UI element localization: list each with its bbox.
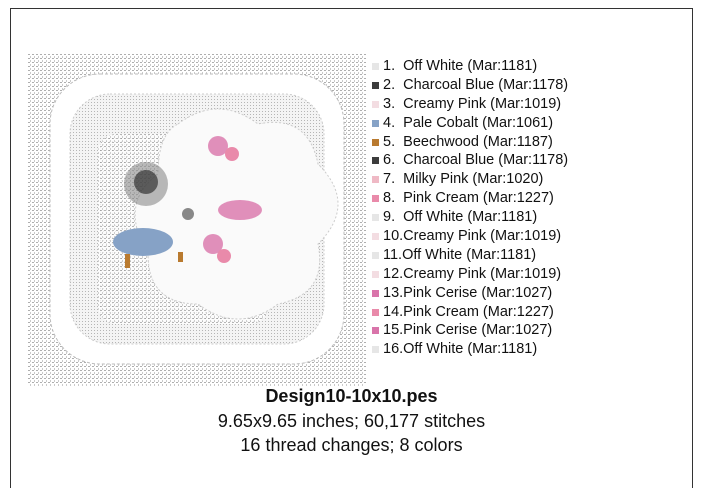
thread-swatch: [372, 138, 379, 146]
thread-swatch: [372, 214, 379, 222]
thread-label: 7. Milky Pink (Mar:1020): [383, 171, 544, 188]
thread-label: 13.Pink Cerise (Mar:1027): [383, 284, 553, 301]
thread-item: 1. Off White (Mar:1181): [372, 57, 568, 76]
thread-item: 14.Pink Cream (Mar:1227): [372, 303, 568, 322]
thread-swatch: [372, 176, 379, 184]
thread-label: 10.Creamy Pink (Mar:1019): [383, 228, 562, 245]
thread-swatch: [372, 346, 379, 354]
thread-label: 14.Pink Cream (Mar:1227): [383, 303, 554, 320]
thread-label: 8. Pink Cream (Mar:1227): [383, 190, 554, 207]
thread-item: 10.Creamy Pink (Mar:1019): [372, 227, 568, 246]
thread-swatch: [372, 327, 379, 335]
thread-swatch: [372, 308, 379, 316]
design-preview: [28, 54, 366, 386]
thread-item: 5. Beechwood (Mar:1187): [372, 133, 568, 152]
thread-item: 16.Off White (Mar:1181): [372, 340, 568, 359]
thread-swatch: [372, 119, 379, 127]
thread-item: 9. Off White (Mar:1181): [372, 208, 568, 227]
thread-item: 6. Charcoal Blue (Mar:1178): [372, 151, 568, 170]
thread-item: 13.Pink Cerise (Mar:1027): [372, 284, 568, 303]
thread-label: 5. Beechwood (Mar:1187): [383, 133, 553, 150]
thread-item: 8. Pink Cream (Mar:1227): [372, 189, 568, 208]
thread-label: 9. Off White (Mar:1181): [383, 209, 538, 226]
thread-label: 2. Charcoal Blue (Mar:1178): [383, 76, 569, 93]
thread-item: 12.Creamy Pink (Mar:1019): [372, 265, 568, 284]
thread-swatch: [372, 100, 379, 108]
thread-label: 6. Charcoal Blue (Mar:1178): [383, 152, 569, 169]
page: 1. Off White (Mar:1181) 2. Charcoal Blue …: [10, 8, 693, 488]
thread-label: 1. Off White (Mar:1181): [383, 58, 538, 74]
thread-label: 12.Creamy Pink (Mar:1019): [383, 265, 562, 282]
thread-label: 3. Creamy Pink (Mar:1019): [383, 95, 562, 112]
thread-label: 11.Off White (Mar:1181): [383, 246, 537, 263]
thread-swatch: [372, 157, 379, 165]
thread-label: 16.Off White (Mar:1181): [383, 341, 538, 358]
thread-swatch: [372, 81, 379, 89]
design-size: 9.65x9.65 inches; 60,177 stitches: [217, 411, 486, 431]
thread-label: 4. Pale Cobalt (Mar:1061): [383, 114, 554, 131]
thread-swatch: [372, 62, 379, 70]
design-colors: 16 thread changes; 8 colors: [240, 435, 463, 455]
thread-swatch: [372, 289, 379, 297]
thread-item: 2. Charcoal Blue (Mar:1178): [372, 76, 568, 95]
thread-list: 1. Off White (Mar:1181) 2. Charcoal Blue …: [372, 57, 568, 359]
thread-item: 11.Off White (Mar:1181): [372, 246, 568, 265]
thread-item: 15.Pink Cerise (Mar:1027): [372, 321, 568, 340]
frame: [10, 8, 693, 488]
design-title: Design10-10x10.pes: [265, 386, 438, 406]
thread-swatch: [372, 195, 379, 203]
thread-swatch: [372, 232, 379, 240]
thread-swatch: [372, 251, 379, 259]
thread-swatch: [372, 270, 379, 278]
thread-item: 7. Milky Pink (Mar:1020): [372, 170, 568, 189]
thread-item: 4. Pale Cobalt (Mar:1061): [372, 114, 568, 133]
thread-item: 3. Creamy Pink (Mar:1019): [372, 95, 568, 114]
thread-label: 15.Pink Cerise (Mar:1027): [383, 322, 553, 339]
